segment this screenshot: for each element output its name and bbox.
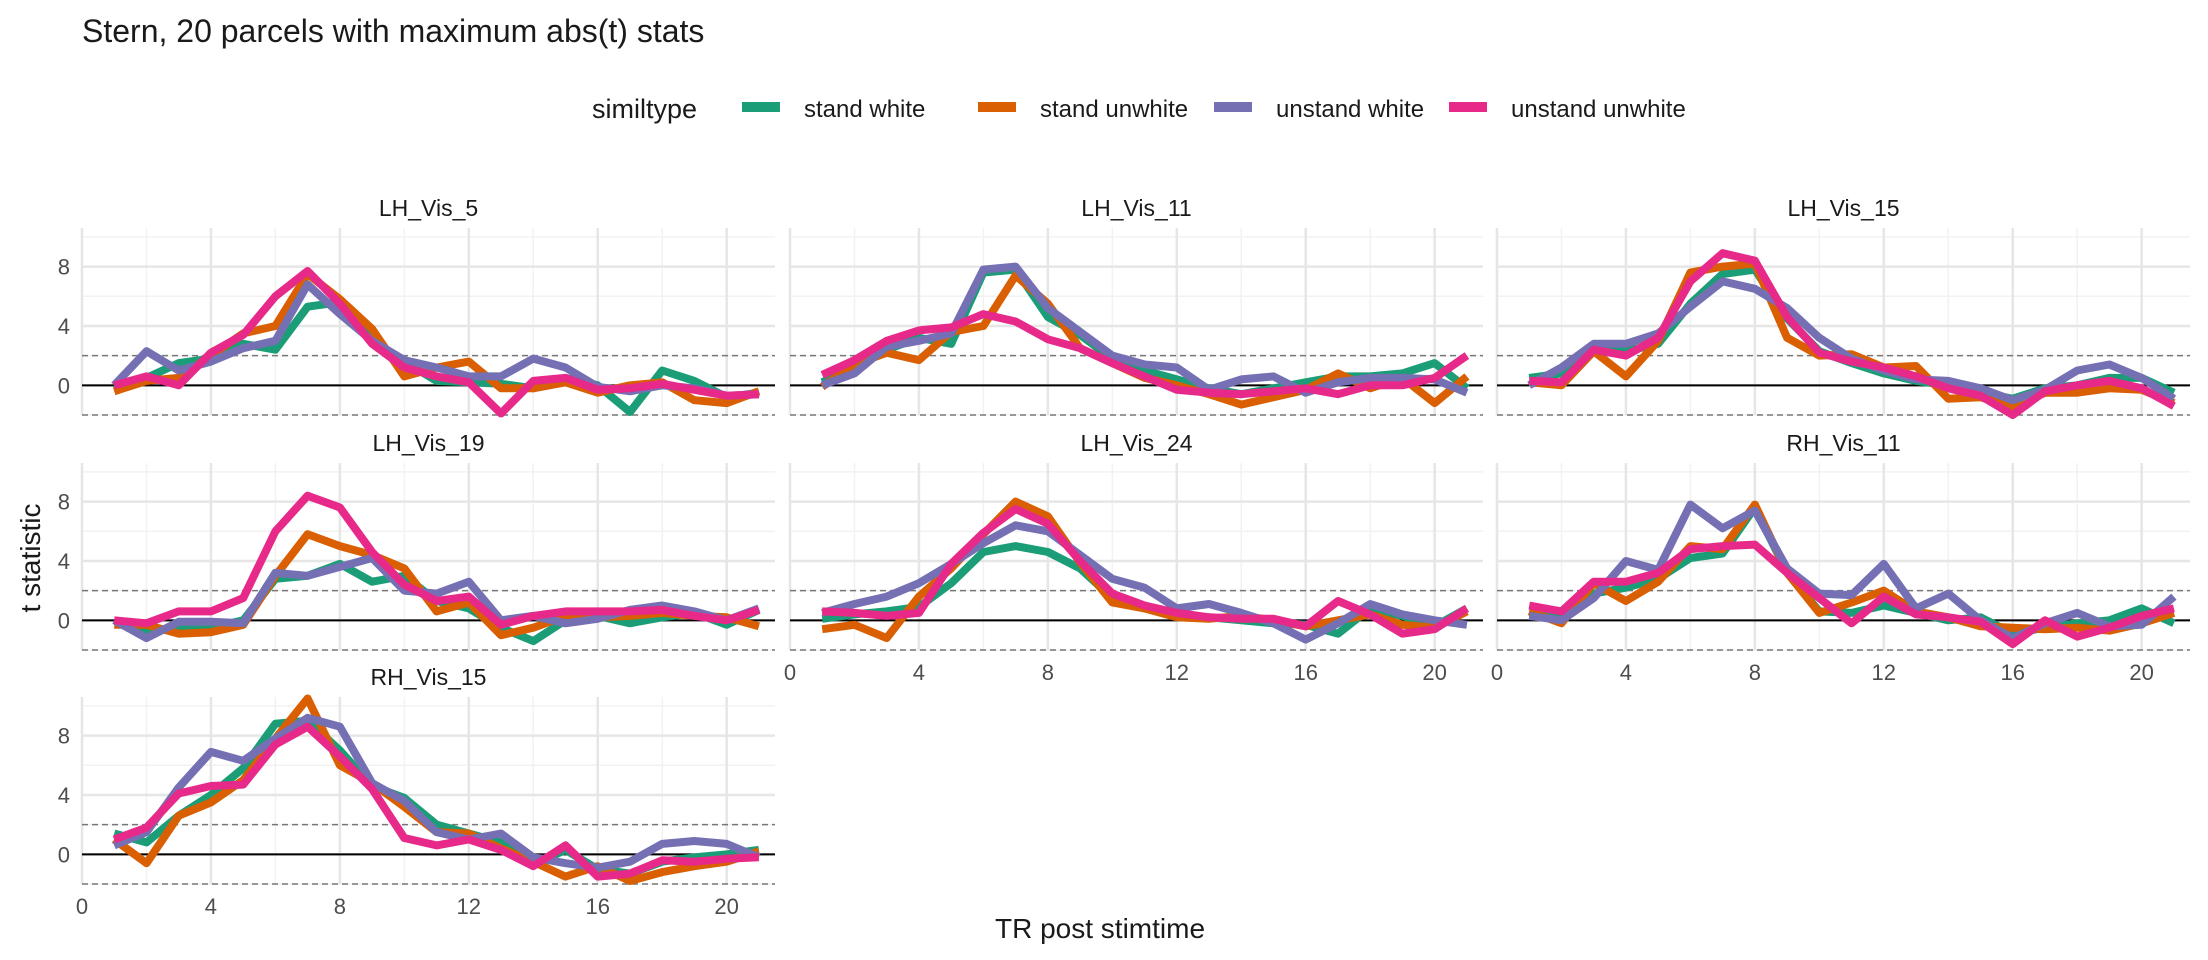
x-tick-label: 20	[714, 894, 738, 919]
legend: similtype stand white stand unwhite unstan…	[592, 94, 1686, 124]
x-tick-label: 16	[1293, 660, 1317, 685]
x-tick-label: 8	[1042, 660, 1054, 685]
series-line-unstand-unwhite	[113, 267, 760, 418]
x-tick-label: 4	[913, 660, 925, 685]
y-tick-label: 0	[58, 373, 70, 398]
x-tick-label: 12	[1872, 660, 1896, 685]
legend-label: stand white	[804, 96, 925, 123]
x-tick-label: 0	[784, 660, 796, 685]
x-tick-label: 0	[76, 894, 88, 919]
facet-label: RH_Vis_11	[1786, 430, 1900, 456]
y-tick-label: 0	[58, 608, 70, 633]
series-line-unstand-unwhite	[113, 491, 761, 629]
facet-panel: LH_Vis_11	[788, 195, 1483, 416]
facet-label: LH_Vis_19	[372, 430, 484, 456]
x-axis-label: TR post stimtime	[995, 913, 1205, 944]
series-line-unstand-white	[1528, 500, 2177, 643]
y-tick-label: 4	[58, 783, 70, 808]
x-tick-label: 12	[1165, 660, 1189, 685]
facet-panel: LH_Vis_15	[1495, 195, 2190, 419]
legend-label: unstand unwhite	[1511, 96, 1686, 123]
y-axis-label: t statistic	[15, 504, 46, 613]
legend-label: stand unwhite	[1040, 96, 1188, 123]
series-line-unstand-white	[820, 262, 1469, 397]
facet-panel: RH_Vis_11 0 4 8 12 16 20	[1491, 430, 2190, 685]
facet-panel: RH_Vis_15 0 4 8 0 4 8 12 16 20	[58, 664, 775, 919]
series-line-unstand-unwhite	[822, 505, 1470, 638]
x-tick-label: 0	[1491, 660, 1503, 685]
x-tick-label: 20	[1422, 660, 1446, 685]
x-tick-label: 16	[2000, 660, 2024, 685]
series-line-unstand-unwhite	[820, 310, 1470, 399]
x-tick-label: 20	[2129, 660, 2153, 685]
facet-label: LH_Vis_15	[1787, 195, 1899, 221]
series-line-unstand-unwhite	[1529, 249, 2176, 419]
facet-panel: LH_Vis_5 0 4 8	[58, 195, 775, 418]
facet-label: RH_Vis_15	[371, 664, 487, 690]
facet-label: LH_Vis_5	[379, 195, 478, 221]
y-tick-label: 4	[58, 549, 70, 574]
x-tick-label: 16	[585, 894, 609, 919]
series-line-unstand-unwhite	[1528, 540, 2175, 649]
series-line-unstand-unwhite	[112, 722, 760, 881]
legend-label: unstand white	[1276, 96, 1424, 123]
x-tick-label: 12	[457, 894, 481, 919]
x-tick-label: 8	[334, 894, 346, 919]
facet-label: LH_Vis_24	[1080, 430, 1192, 456]
y-tick-label: 8	[58, 490, 70, 515]
y-tick-label: 4	[58, 314, 70, 339]
y-tick-label: 8	[58, 724, 70, 749]
y-tick-label: 0	[58, 842, 70, 867]
y-tick-label: 8	[58, 255, 70, 280]
x-tick-label: 8	[1749, 660, 1761, 685]
legend-title: similtype	[592, 94, 697, 124]
facet-label: LH_Vis_11	[1081, 195, 1191, 221]
x-tick-label: 4	[205, 894, 217, 919]
chart-title: Stern, 20 parcels with maximum abs(t) st…	[82, 13, 704, 49]
facet-panel: LH_Vis_24 0 4 8 12 16 20	[784, 430, 1483, 685]
facet-panel: LH_Vis_19 0 4 8	[58, 430, 775, 651]
x-tick-label: 4	[1620, 660, 1632, 685]
series-line-unstand-white	[112, 713, 761, 872]
facet-panels: LH_Vis_5 0 4 8 LH_Vis_11 LH_Vis_15 LH_Vis_19 0 4…	[58, 195, 2190, 919]
